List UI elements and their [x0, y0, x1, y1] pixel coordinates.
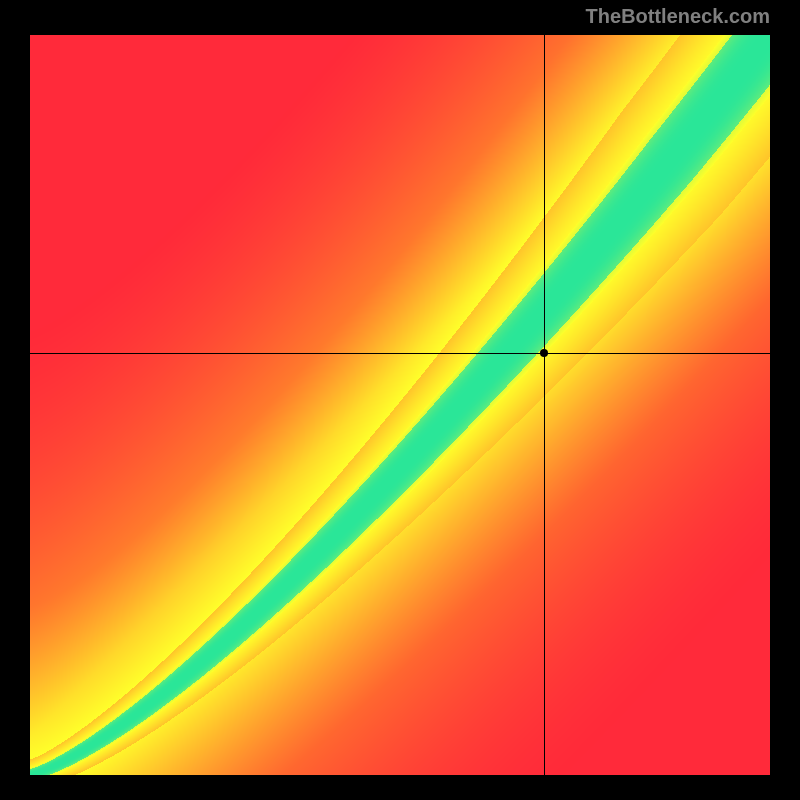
plot-area: [30, 35, 770, 775]
chart-container: TheBottleneck.com: [0, 0, 800, 800]
watermark-text: TheBottleneck.com: [586, 6, 770, 29]
heatmap-canvas: [30, 35, 770, 775]
